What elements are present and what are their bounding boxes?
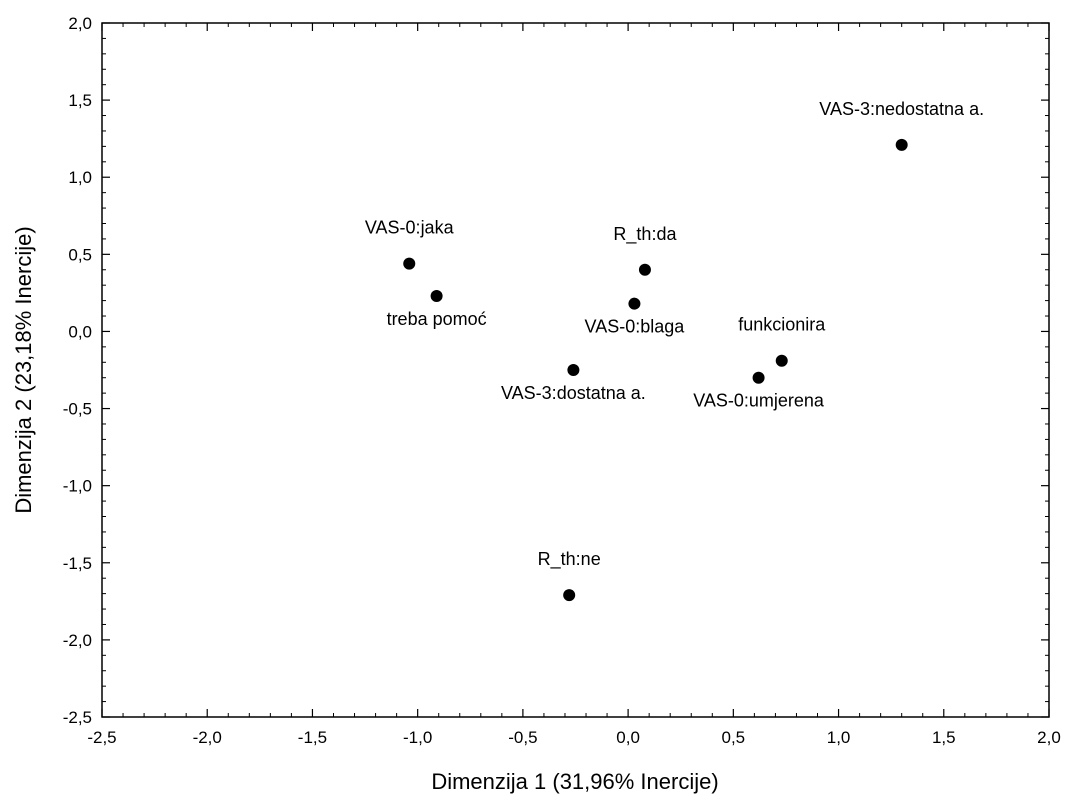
y-tick-label: -2,0 (63, 631, 92, 650)
y-tick-label: 2,0 (68, 14, 92, 33)
scatter-point (430, 289, 443, 302)
y-tick-label: 0,5 (68, 245, 92, 264)
y-tick-label: 1,0 (68, 168, 92, 187)
point-label: treba pomoć (387, 309, 487, 329)
scatter-point (563, 589, 576, 602)
x-tick-label: -2,5 (87, 728, 116, 747)
x-tick-label: -0,5 (508, 728, 537, 747)
scatter-point (403, 257, 416, 270)
point-label: R_th:ne (538, 549, 601, 570)
point-label: VAS-3:nedostatna a. (819, 99, 984, 119)
scatter-point (638, 263, 651, 276)
point-label: R_th:da (613, 224, 677, 245)
x-tick-label: -1,0 (403, 728, 432, 747)
y-tick-label: -2,5 (63, 708, 92, 727)
scatter-point (567, 364, 580, 376)
y-tick-label: -1,5 (63, 554, 92, 573)
x-axis-ticks: -2,5 -2,0 -1,5 -1,0 -0,5 0,0 0,5 1,0 1,5 2,0 (87, 23, 1061, 747)
y-tick-label: 0,0 (68, 322, 92, 341)
point-label: VAS-3:dostatna a. (501, 383, 646, 403)
y-tick-label: -1,0 (63, 477, 92, 496)
x-tick-label: -2,0 (193, 728, 222, 747)
y-tick-label: -0,5 (63, 400, 92, 419)
point-label: VAS-0:umjerena (693, 391, 825, 411)
point-label: VAS-0:jaka (365, 218, 455, 238)
x-tick-label: -1,5 (298, 728, 327, 747)
y-tick-label: 1,5 (68, 91, 92, 110)
scatter-point (752, 371, 765, 384)
scatter-point (628, 297, 641, 310)
x-tick-label: 1,0 (827, 728, 851, 747)
point-label: VAS-0:blaga (585, 317, 686, 337)
point-label: funkcionira (738, 315, 826, 335)
y-axis-ticks: -2,5 -2,0 -1,5 -1,0 -0,5 0,0 0,5 1,0 1,5 2,0 (63, 14, 1049, 727)
y-axis-title: Dimenzija 2 (23,18% Inercije) (11, 226, 36, 513)
x-axis-title: Dimenzija 1 (31,96% Inercije) (431, 769, 718, 794)
scatter-point (895, 138, 908, 151)
x-tick-label: 1,5 (932, 728, 956, 747)
x-tick-label: 2,0 (1037, 728, 1061, 747)
x-tick-label: 0,5 (722, 728, 746, 747)
x-tick-label: 0,0 (616, 728, 640, 747)
data-points: VAS-3:nedostatna a. VAS-0:jaka treba pomoć… (365, 99, 984, 602)
scatter-point (775, 354, 788, 367)
